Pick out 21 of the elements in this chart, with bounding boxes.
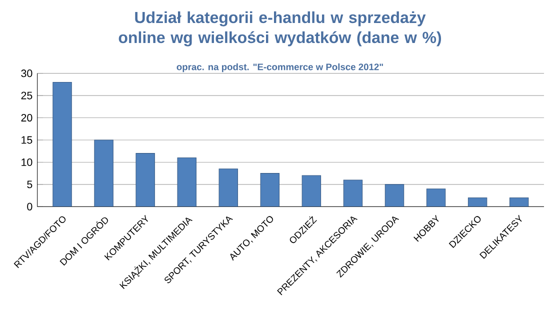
bar <box>302 175 322 207</box>
bar <box>509 198 529 207</box>
y-tick-label: 15 <box>22 136 32 144</box>
bar <box>343 180 363 207</box>
bar <box>136 153 155 207</box>
chart-title: Udział kategorii e-handlu w sprzedaży online wg wielkości wydatków (dane w %) <box>118 11 442 46</box>
bar <box>384 184 404 207</box>
y-tick-label: 0 <box>27 202 32 210</box>
y-tick-label: 5 <box>27 180 32 188</box>
y-tick-label: 20 <box>21 114 32 122</box>
y-tick-label: 10 <box>22 158 32 166</box>
chart-subtitle: oprac. na podst. "E-commerce w Polsce 2012" <box>176 63 383 72</box>
bar <box>426 188 446 207</box>
bar <box>94 140 114 207</box>
bar <box>177 157 196 207</box>
bar <box>260 173 280 207</box>
y-tick-label: 30 <box>21 70 32 78</box>
y-tick-label: 25 <box>21 92 32 100</box>
bar <box>218 168 238 207</box>
bar <box>52 82 72 207</box>
bar <box>468 198 487 207</box>
